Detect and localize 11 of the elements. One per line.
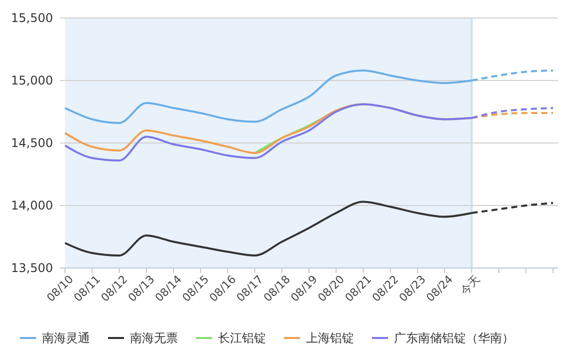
legend-label: 南海无票	[130, 331, 178, 345]
legend-label: 南海灵通	[42, 331, 90, 345]
y-tick-label: 14,000	[11, 198, 53, 212]
y-tick-label: 13,500	[11, 260, 53, 275]
legend-label: 上海铝锭	[306, 331, 354, 345]
x-tick-label: 今天	[458, 272, 483, 298]
y-tick-label: 14,500	[11, 136, 53, 150]
y-tick-label: 15,500	[11, 10, 53, 25]
y-tick-label: 15,000	[11, 73, 53, 88]
legend-label: 长江铝锭	[218, 331, 266, 345]
legend-label: 广东南储铝锭（华南）	[394, 331, 514, 345]
